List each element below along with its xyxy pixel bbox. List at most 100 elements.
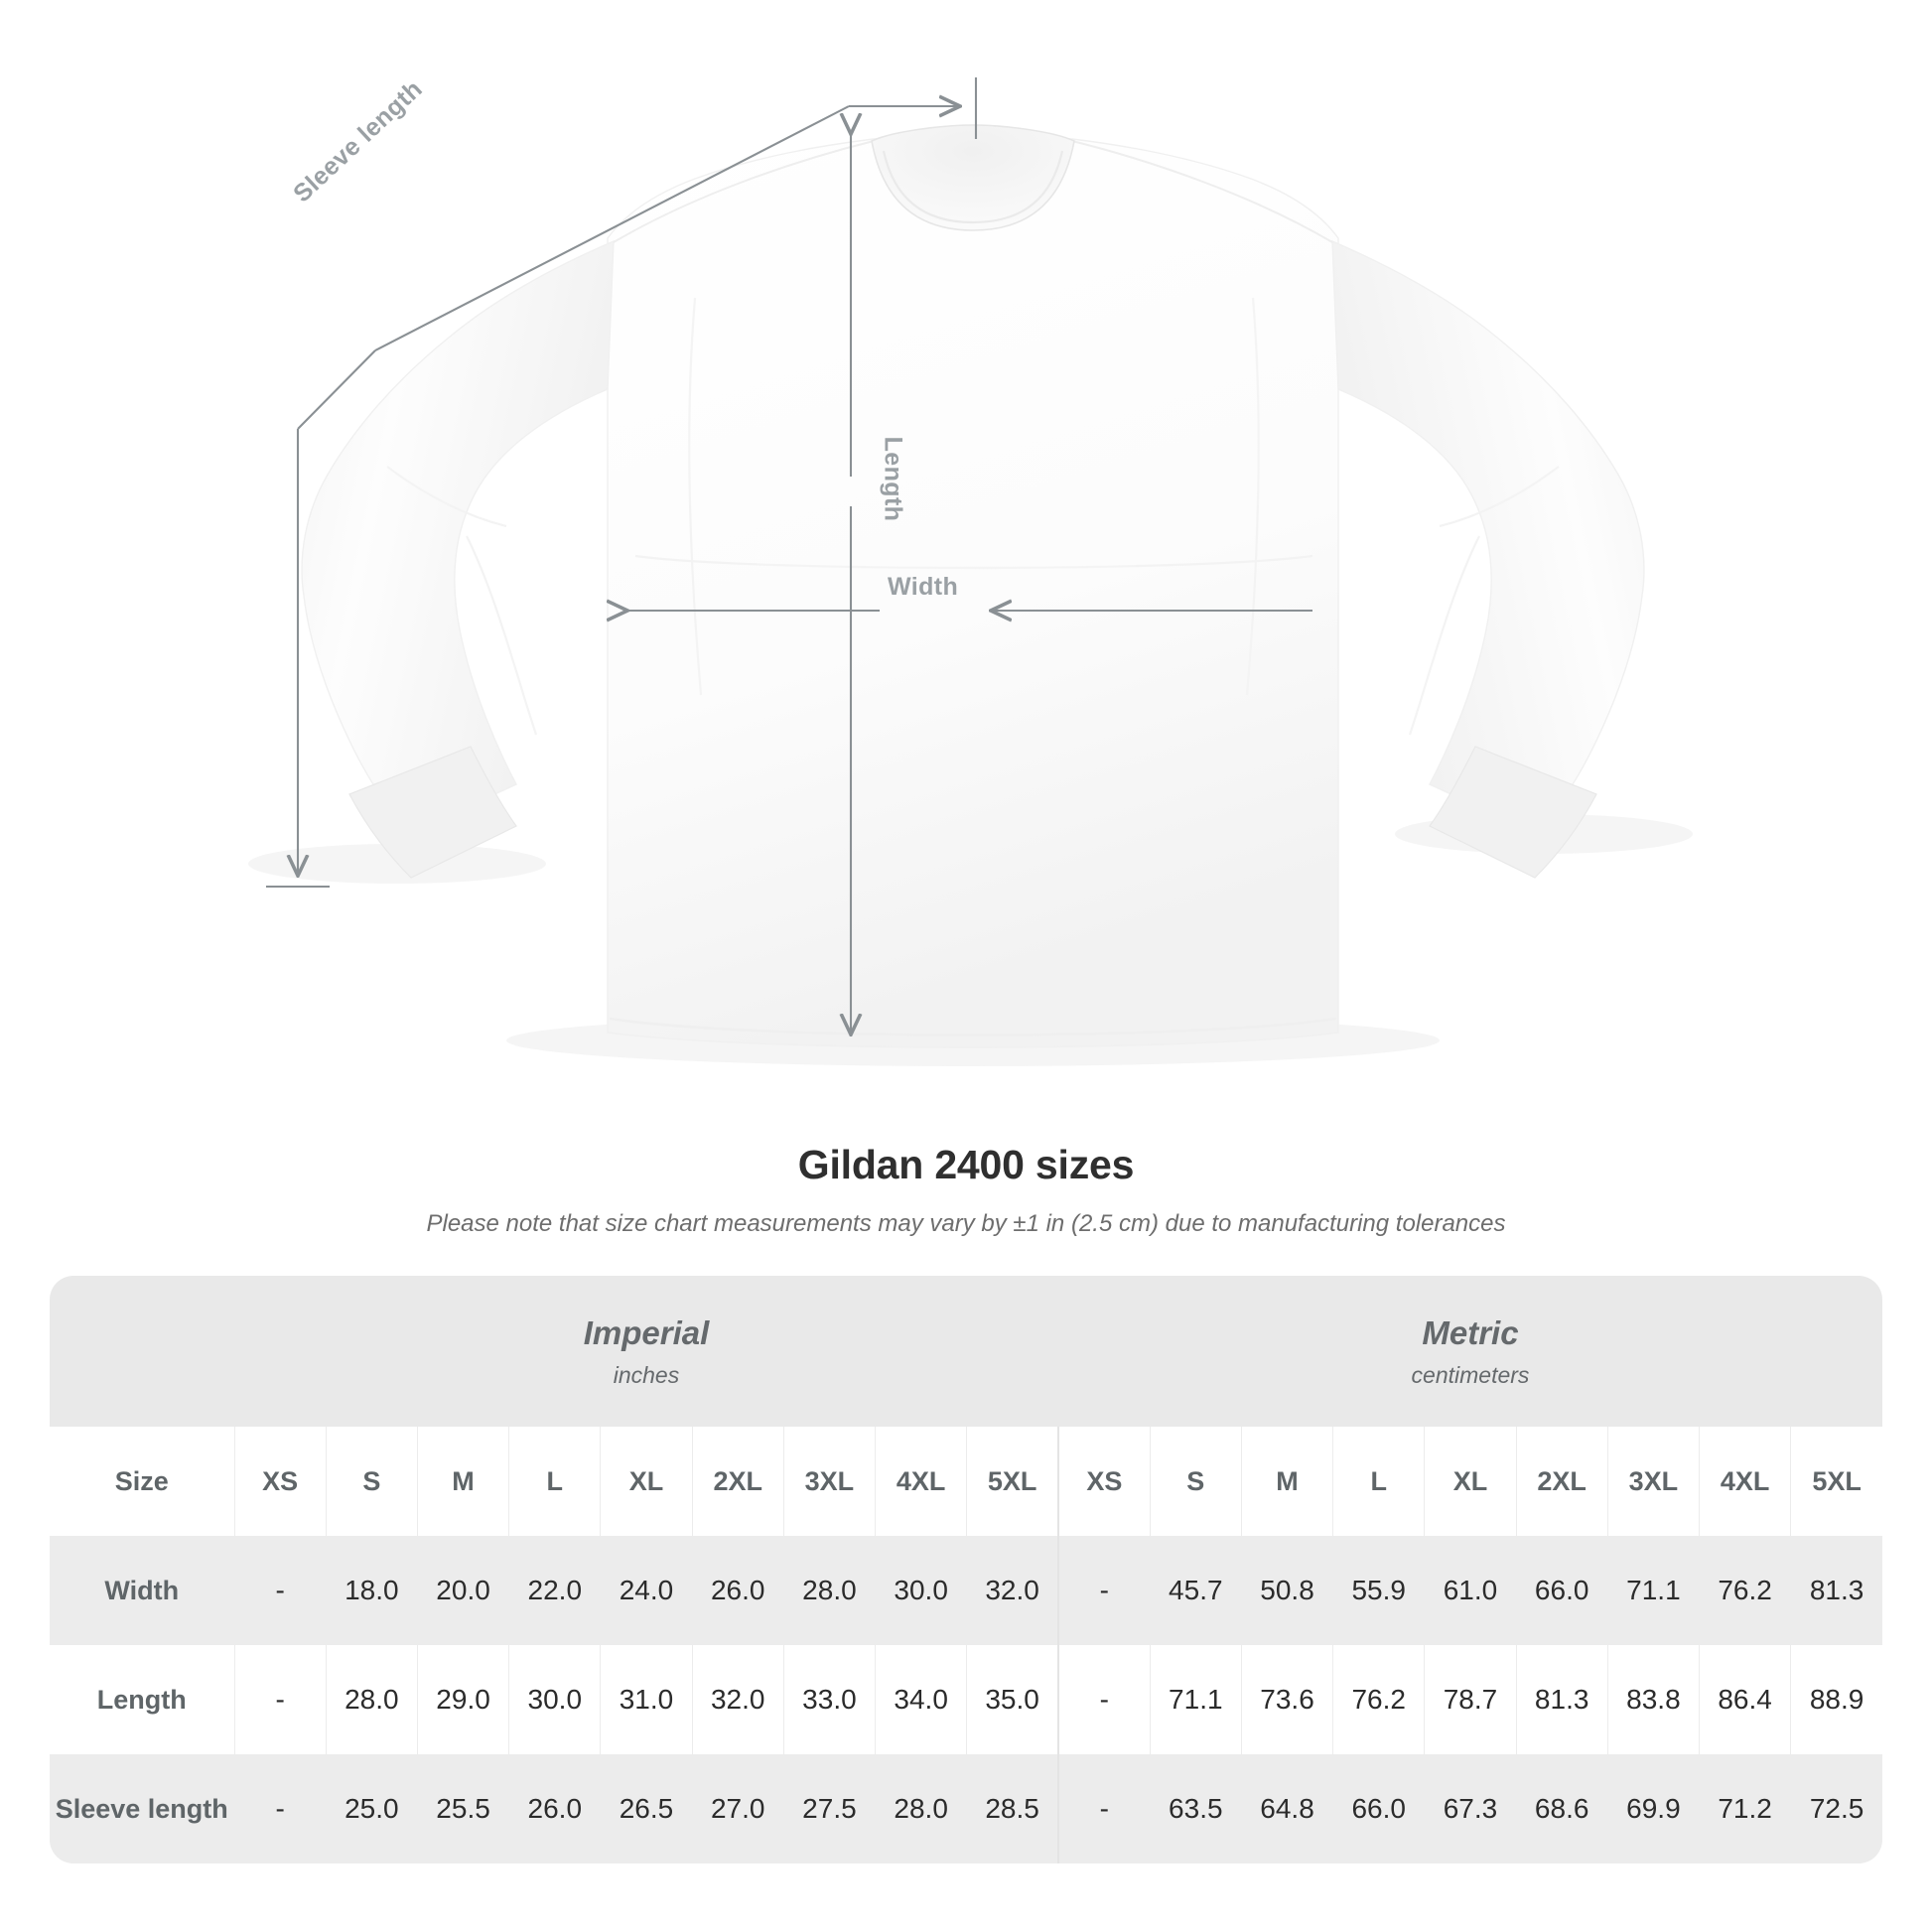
column-header-imperial-4xl: 4XL [875,1427,967,1536]
column-header-imperial-xl: XL [600,1427,693,1536]
cell-sleeve-length-imperial-l: 26.0 [508,1754,601,1863]
size-chart-table-wrapper: Imperial inches Metric centimeters Size XS S M L… [50,1276,1882,1863]
cell-width-imperial-3xl: 28.0 [782,1536,876,1645]
column-header-size: Size [50,1427,234,1536]
cell-length-imperial-3xl: 33.0 [782,1645,876,1754]
row-label-length: Length [50,1645,234,1754]
column-header-imperial-l: L [508,1427,601,1536]
cell-length-metric-l: 76.2 [1332,1645,1425,1754]
cell-length-metric-4xl: 86.4 [1698,1645,1791,1754]
cell-width-imperial-xs: - [233,1536,327,1645]
garment-svg [248,77,1693,1066]
column-header-imperial-2xl: 2XL [691,1427,784,1536]
cell-sleeve-length-imperial-xl: 26.5 [600,1754,693,1863]
cell-sleeve-length-metric-m: 64.8 [1240,1754,1333,1863]
cell-length-metric-3xl: 83.8 [1606,1645,1700,1754]
cell-width-metric-xs: - [1056,1536,1151,1645]
unit-banner-row: Imperial inches Metric centimeters [50,1276,1882,1427]
cell-sleeve-length-imperial-3xl: 27.5 [782,1754,876,1863]
cell-width-metric-4xl: 76.2 [1698,1536,1791,1645]
unit-subtitle: centimeters [1411,1361,1530,1388]
cell-width-imperial-5xl: 32.0 [966,1536,1058,1645]
column-header-imperial-m: M [416,1427,509,1536]
cell-width-imperial-s: 18.0 [325,1536,418,1645]
column-header-metric-m: M [1240,1427,1333,1536]
cell-length-imperial-s: 28.0 [325,1645,418,1754]
measurement-lines [266,77,1312,1033]
table-row: Length -28.0 29.0 30.0 31.0 32.0 33.0 34.0 35.0-… [50,1645,1882,1754]
cell-width-metric-m: 50.8 [1240,1536,1333,1645]
column-header-metric-3xl: 3XL [1606,1427,1700,1536]
cell-width-metric-s: 45.7 [1149,1536,1242,1645]
row-label-width: Width [50,1536,234,1645]
unit-header-imperial: Imperial inches [234,1276,1058,1427]
cell-length-metric-2xl: 81.3 [1515,1645,1608,1754]
cell-length-metric-s: 71.1 [1149,1645,1242,1754]
cell-width-metric-5xl: 81.3 [1790,1536,1882,1645]
shirt-graphic [301,124,1645,1048]
cell-sleeve-length-imperial-4xl: 28.0 [875,1754,967,1863]
unit-name: Metric [1422,1313,1519,1351]
cell-length-imperial-4xl: 34.0 [875,1645,967,1754]
cell-sleeve-length-metric-s: 63.5 [1149,1754,1242,1863]
cell-width-metric-l: 55.9 [1332,1536,1425,1645]
cell-length-metric-xs: - [1056,1645,1151,1754]
cell-sleeve-length-metric-xs: - [1056,1754,1151,1863]
unit-subtitle: inches [613,1361,680,1388]
cell-width-imperial-xl: 24.0 [600,1536,693,1645]
column-header-metric-5xl: 5XL [1790,1427,1882,1536]
cell-sleeve-length-metric-l: 66.0 [1332,1754,1425,1863]
cell-length-imperial-5xl: 35.0 [966,1645,1058,1754]
cell-sleeve-length-metric-xl: 67.3 [1424,1754,1517,1863]
column-header-imperial-3xl: 3XL [782,1427,876,1536]
table-row: Sleeve length -25.0 25.5 26.0 26.5 27.0 27.5 28… [50,1754,1882,1863]
cell-length-metric-xl: 78.7 [1424,1645,1517,1754]
column-header-metric-l: L [1332,1427,1425,1536]
cell-sleeve-length-metric-5xl: 72.5 [1790,1754,1882,1863]
unit-name: Imperial [583,1313,710,1351]
unit-header-metric: Metric centimeters [1057,1276,1882,1427]
cell-length-imperial-xs: - [233,1645,327,1754]
cell-width-imperial-l: 22.0 [508,1536,601,1645]
row-label-sleeve-length: Sleeve length [50,1754,234,1863]
column-header-metric-xs: XS [1056,1427,1151,1536]
column-header-imperial-5xl: 5XL [966,1427,1058,1536]
cell-sleeve-length-imperial-s: 25.0 [325,1754,418,1863]
cell-sleeve-length-imperial-xs: - [233,1754,327,1863]
garment-illustration: Sleeve length Length Width [248,74,1693,1066]
cell-width-imperial-m: 20.0 [416,1536,509,1645]
tolerance-note: Please note that size chart measurements… [426,1210,1506,1237]
cell-sleeve-length-metric-3xl: 69.9 [1606,1754,1700,1863]
column-header-imperial-s: S [325,1427,418,1536]
unit-banner-spacer [50,1276,234,1427]
sleeve-length-dimension [266,77,978,889]
cell-width-imperial-2xl: 26.0 [691,1536,784,1645]
cell-length-imperial-m: 29.0 [416,1645,509,1754]
cell-length-metric-5xl: 88.9 [1790,1645,1882,1754]
cell-width-imperial-4xl: 30.0 [875,1536,967,1645]
length-label: Length [879,436,907,522]
cell-sleeve-length-imperial-5xl: 28.5 [966,1754,1058,1863]
cell-length-metric-m: 73.6 [1240,1645,1333,1754]
cell-length-imperial-l: 30.0 [508,1645,601,1754]
column-header-imperial-xs: XS [233,1427,327,1536]
column-header-metric-xl: XL [1424,1427,1517,1536]
cell-sleeve-length-imperial-2xl: 27.0 [691,1754,784,1863]
size-chart-table: Imperial inches Metric centimeters Size XS S M L… [50,1276,1882,1863]
column-header-metric-s: S [1149,1427,1242,1536]
cell-sleeve-length-metric-2xl: 68.6 [1515,1754,1608,1863]
cell-width-metric-xl: 61.0 [1424,1536,1517,1645]
size-header-row: Size XS S M L XL 2XL 3XL 4XL 5XL XS S M L XL 2XL 3XL 4XL 5… [50,1427,1882,1536]
title-block: Gildan 2400 sizes Please note that size … [0,1142,1932,1238]
cell-length-imperial-2xl: 32.0 [691,1645,784,1754]
cell-sleeve-length-metric-4xl: 71.2 [1698,1754,1791,1863]
cell-width-metric-3xl: 71.1 [1606,1536,1700,1645]
width-label: Width [888,573,959,601]
cell-width-metric-2xl: 66.0 [1515,1536,1608,1645]
cell-sleeve-length-imperial-m: 25.5 [416,1754,509,1863]
cell-length-imperial-xl: 31.0 [600,1645,693,1754]
table-row: Width -18.0 20.0 22.0 24.0 26.0 28.0 30.0 32.0-4… [50,1536,1882,1645]
column-header-metric-4xl: 4XL [1698,1427,1791,1536]
column-header-metric-2xl: 2XL [1515,1427,1608,1536]
page-title: Gildan 2400 sizes [797,1142,1135,1187]
